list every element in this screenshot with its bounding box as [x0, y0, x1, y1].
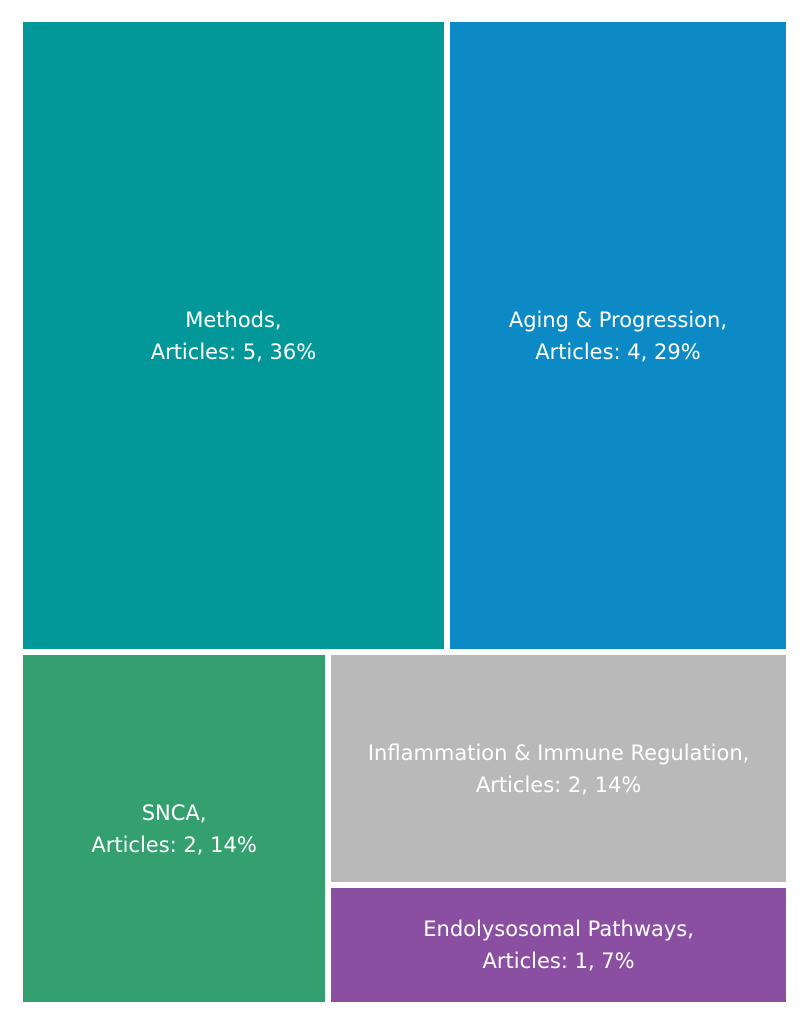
tile-methods: Methods, Articles: 5, 36%: [23, 22, 444, 649]
tile-value-label: Articles: 4, 29%: [535, 339, 701, 364]
tile-endolysosomal-pathways: Endolysosomal Pathways, Articles: 1, 7%: [331, 888, 786, 1002]
tile-value-label: Articles: 2, 14%: [475, 772, 642, 797]
tile-value-label: Articles: 2, 14%: [91, 832, 257, 857]
tile-inflammation-immune-regulation: Inflammation & Immune Regulation, Articl…: [331, 655, 786, 883]
tile-label: Aging & Progression,: [508, 307, 728, 332]
tile-label: Inflammation & Immune Regulation,: [367, 740, 750, 765]
tile-label: Endolysosomal Pathways,: [423, 917, 694, 942]
tile-snca: SNCA, Articles: 2, 14%: [23, 655, 326, 1002]
tile-aging-progression: Aging & Progression, Articles: 4, 29%: [449, 22, 786, 649]
tile-label: Methods,: [185, 307, 282, 332]
tile-label: SNCA,: [141, 800, 207, 825]
tile-value-label: Articles: 1, 7%: [482, 949, 635, 974]
tile-value-label: Articles: 5, 36%: [150, 339, 317, 364]
